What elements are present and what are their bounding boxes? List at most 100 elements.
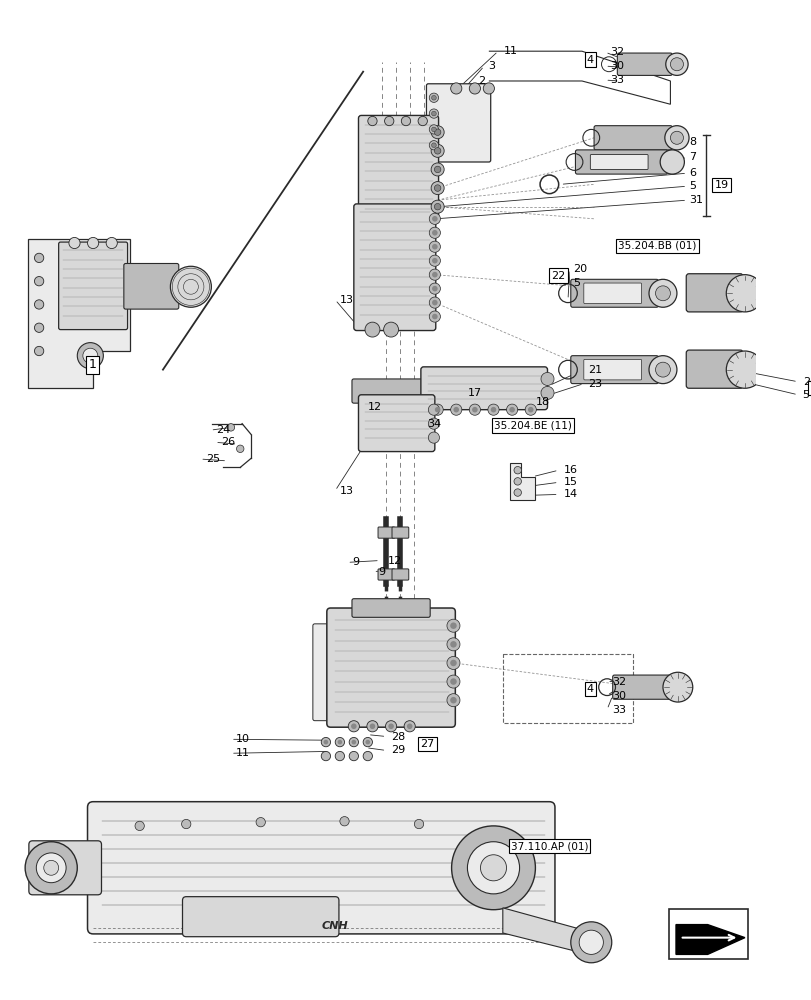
Circle shape: [365, 740, 370, 744]
Circle shape: [429, 141, 438, 150]
Circle shape: [367, 116, 376, 126]
Circle shape: [648, 356, 676, 384]
Text: 10: 10: [235, 734, 249, 744]
Text: 33: 33: [611, 705, 625, 715]
Circle shape: [431, 404, 443, 415]
Circle shape: [427, 418, 439, 429]
Circle shape: [418, 116, 427, 126]
Text: 22: 22: [551, 271, 565, 281]
FancyBboxPatch shape: [426, 84, 490, 162]
Circle shape: [434, 166, 440, 173]
Circle shape: [471, 407, 477, 412]
Circle shape: [450, 404, 461, 415]
FancyBboxPatch shape: [612, 675, 672, 699]
Circle shape: [431, 182, 444, 195]
Circle shape: [527, 407, 533, 412]
Circle shape: [434, 148, 440, 154]
Circle shape: [725, 351, 762, 388]
Circle shape: [255, 818, 265, 827]
FancyBboxPatch shape: [575, 150, 667, 174]
Circle shape: [446, 675, 459, 688]
FancyBboxPatch shape: [583, 283, 641, 304]
Circle shape: [429, 269, 440, 280]
Circle shape: [429, 213, 440, 224]
Circle shape: [406, 723, 412, 729]
Circle shape: [446, 656, 459, 669]
FancyBboxPatch shape: [358, 395, 435, 452]
FancyBboxPatch shape: [124, 263, 178, 309]
Text: 32: 32: [611, 677, 625, 687]
Text: 18: 18: [534, 397, 549, 407]
Circle shape: [236, 445, 243, 453]
FancyBboxPatch shape: [29, 841, 101, 895]
Circle shape: [654, 286, 670, 301]
Circle shape: [227, 424, 234, 431]
Circle shape: [431, 95, 436, 100]
Circle shape: [487, 404, 499, 415]
Circle shape: [431, 216, 437, 222]
Text: 5: 5: [573, 278, 580, 288]
Circle shape: [349, 751, 358, 761]
Text: 12: 12: [367, 402, 381, 412]
Circle shape: [670, 131, 683, 144]
Text: 20: 20: [801, 377, 811, 387]
Circle shape: [351, 740, 356, 744]
Circle shape: [427, 404, 439, 415]
FancyBboxPatch shape: [590, 155, 647, 169]
Circle shape: [414, 819, 423, 829]
Polygon shape: [509, 463, 534, 500]
Text: 2: 2: [478, 76, 485, 86]
Circle shape: [348, 721, 359, 732]
Polygon shape: [502, 908, 595, 952]
Circle shape: [44, 860, 58, 875]
Circle shape: [449, 678, 456, 685]
Circle shape: [388, 723, 393, 729]
Circle shape: [323, 740, 328, 744]
Text: 17: 17: [467, 388, 481, 398]
Circle shape: [431, 126, 444, 139]
Text: 11: 11: [503, 46, 517, 56]
Circle shape: [431, 286, 437, 291]
FancyBboxPatch shape: [420, 367, 547, 410]
Text: 3: 3: [487, 61, 495, 71]
Circle shape: [363, 751, 372, 761]
FancyBboxPatch shape: [378, 569, 394, 580]
Text: 4: 4: [586, 684, 593, 694]
Circle shape: [449, 660, 456, 666]
Circle shape: [453, 407, 458, 412]
FancyBboxPatch shape: [351, 599, 430, 617]
Circle shape: [401, 116, 410, 126]
Circle shape: [648, 279, 676, 307]
Circle shape: [429, 227, 440, 238]
Text: 21: 21: [588, 365, 602, 375]
Text: 4: 4: [586, 55, 593, 65]
FancyBboxPatch shape: [570, 279, 658, 307]
Circle shape: [36, 853, 66, 883]
FancyBboxPatch shape: [312, 624, 335, 721]
Circle shape: [429, 255, 440, 266]
Text: 22: 22: [809, 383, 811, 393]
Circle shape: [508, 407, 514, 412]
Circle shape: [431, 127, 436, 132]
Text: 25: 25: [205, 454, 220, 464]
Circle shape: [170, 266, 211, 307]
FancyBboxPatch shape: [392, 569, 408, 580]
Circle shape: [431, 200, 444, 213]
Circle shape: [431, 272, 437, 277]
Text: 6: 6: [689, 168, 695, 178]
Text: 34: 34: [427, 419, 441, 429]
Circle shape: [431, 230, 437, 236]
Text: 30: 30: [611, 691, 625, 701]
FancyBboxPatch shape: [378, 527, 394, 538]
Text: 37.110.AP (01): 37.110.AP (01): [510, 841, 587, 851]
Circle shape: [483, 83, 494, 94]
Circle shape: [106, 237, 117, 249]
Circle shape: [446, 638, 459, 651]
Circle shape: [431, 163, 444, 176]
Circle shape: [469, 404, 480, 415]
Text: 23: 23: [588, 379, 602, 389]
Circle shape: [77, 343, 103, 369]
Text: 13: 13: [340, 486, 354, 496]
Circle shape: [449, 622, 456, 629]
Text: 9: 9: [378, 567, 384, 577]
